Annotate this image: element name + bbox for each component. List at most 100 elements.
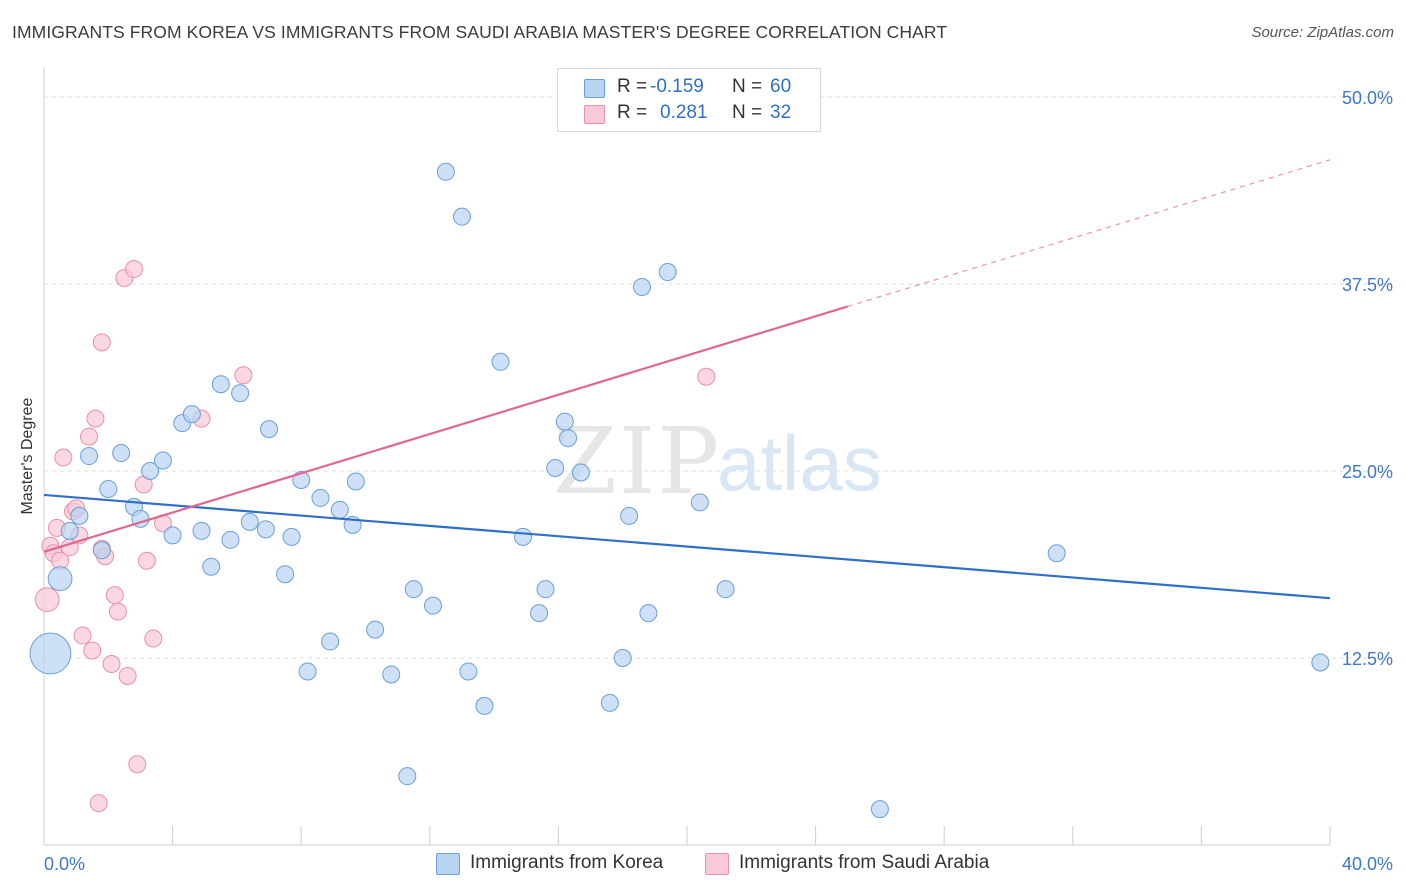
data-point: [697, 367, 716, 386]
data-point: [256, 520, 275, 539]
y-axis-label: Master's Degree: [19, 397, 36, 515]
legend-n-value: 60: [770, 76, 792, 97]
data-point: [86, 409, 105, 428]
legend-swatch-saudi: [584, 105, 605, 124]
data-point: [192, 521, 211, 540]
watermark-atlas: atlas: [717, 419, 882, 507]
data-point: [716, 580, 735, 599]
axes: [43, 67, 1331, 846]
trend-line-saudi-extension: [847, 159, 1331, 308]
y-tick-label: 25.0%: [1342, 462, 1393, 482]
series-saudi-points: [34, 260, 716, 813]
data-point: [118, 666, 137, 685]
data-point: [613, 649, 632, 667]
data-point: [1311, 653, 1330, 672]
watermark-zip: ZIP: [553, 408, 721, 515]
data-point: [366, 620, 385, 639]
data-point: [234, 366, 253, 385]
data-point: [298, 662, 317, 681]
y-tick-label: 37.5%: [1342, 275, 1393, 295]
legend-n-label: N =: [732, 102, 763, 123]
trend-lines: [43, 159, 1331, 600]
trend-line-korea: [43, 493, 1331, 600]
bottom-legend-swatch-saudi: [705, 853, 729, 875]
data-point: [546, 459, 565, 478]
data-point: [112, 444, 131, 463]
data-point: [137, 551, 156, 570]
legend-r-value: -0.159: [650, 76, 704, 97]
data-point: [125, 260, 144, 279]
data-point: [163, 526, 182, 545]
watermark: ZIP atlas: [553, 408, 882, 515]
legend-r-label: R =: [617, 76, 648, 97]
data-point: [452, 207, 471, 226]
data-point: [221, 530, 240, 549]
bottom-legend-swatch-korea: [436, 853, 460, 875]
legend-swatch-korea: [584, 79, 605, 98]
data-point: [92, 333, 111, 352]
data-point: [536, 580, 555, 599]
data-point: [321, 632, 340, 651]
data-point: [276, 565, 295, 584]
data-point: [346, 472, 365, 491]
data-point: [491, 352, 510, 371]
data-point: [153, 451, 172, 470]
trend-line-saudi: [43, 305, 849, 553]
data-point: [99, 479, 118, 498]
data-point: [47, 566, 73, 592]
data-point: [658, 263, 677, 282]
tick-labels: 12.5% 25.0% 37.5% 50.0% 0.0% 40.0%: [44, 88, 1393, 874]
data-point: [1047, 544, 1066, 563]
data-point: [632, 277, 651, 296]
data-point: [105, 586, 124, 605]
data-point: [73, 626, 92, 645]
legend: R = -0.159 N = 60 R = 0.281 N = 32: [557, 68, 821, 132]
y-tick-label: 12.5%: [1342, 649, 1393, 669]
legend-n-label: N =: [732, 76, 763, 97]
data-point: [231, 384, 250, 403]
x-tick-label: 40.0%: [1342, 854, 1393, 874]
data-point: [92, 541, 111, 560]
data-point: [80, 427, 99, 446]
data-point: [128, 755, 147, 774]
data-point: [559, 429, 578, 448]
bottom-legend-label-korea: Immigrants from Korea: [470, 852, 664, 873]
data-point: [311, 488, 330, 507]
data-point: [89, 794, 108, 813]
data-point: [260, 420, 279, 439]
data-point: [282, 527, 301, 546]
data-point: [29, 632, 72, 675]
data-point: [292, 470, 311, 489]
legend-r-label: R =: [617, 102, 648, 123]
data-point: [240, 512, 259, 531]
chart-title: IMMIGRANTS FROM KOREA VS IMMIGRANTS FROM…: [12, 22, 948, 42]
data-point: [530, 604, 549, 623]
series-korea-points: [29, 162, 1330, 819]
data-point: [54, 448, 73, 467]
data-point: [436, 162, 455, 181]
data-point: [141, 462, 160, 480]
data-point: [102, 654, 121, 673]
data-point: [398, 767, 417, 786]
data-point: [459, 662, 478, 681]
data-point: [639, 604, 658, 623]
data-point: [571, 463, 590, 482]
data-point: [211, 375, 230, 394]
data-point: [182, 405, 201, 424]
data-point: [34, 587, 60, 613]
bottom-legend-label-saudi: Immigrants from Saudi Arabia: [739, 852, 990, 873]
data-point: [108, 602, 127, 621]
source-label: Source: ZipAtlas.com: [1251, 24, 1394, 41]
y-tick-label: 50.0%: [1342, 88, 1393, 108]
data-point: [330, 500, 349, 519]
data-point: [144, 629, 163, 648]
data-point: [870, 800, 889, 819]
data-point: [202, 557, 221, 576]
data-point: [83, 641, 102, 660]
data-point: [600, 693, 619, 712]
data-point: [80, 447, 99, 466]
data-point: [424, 596, 443, 615]
legend-n-value: 32: [770, 102, 792, 123]
data-point: [690, 493, 709, 512]
